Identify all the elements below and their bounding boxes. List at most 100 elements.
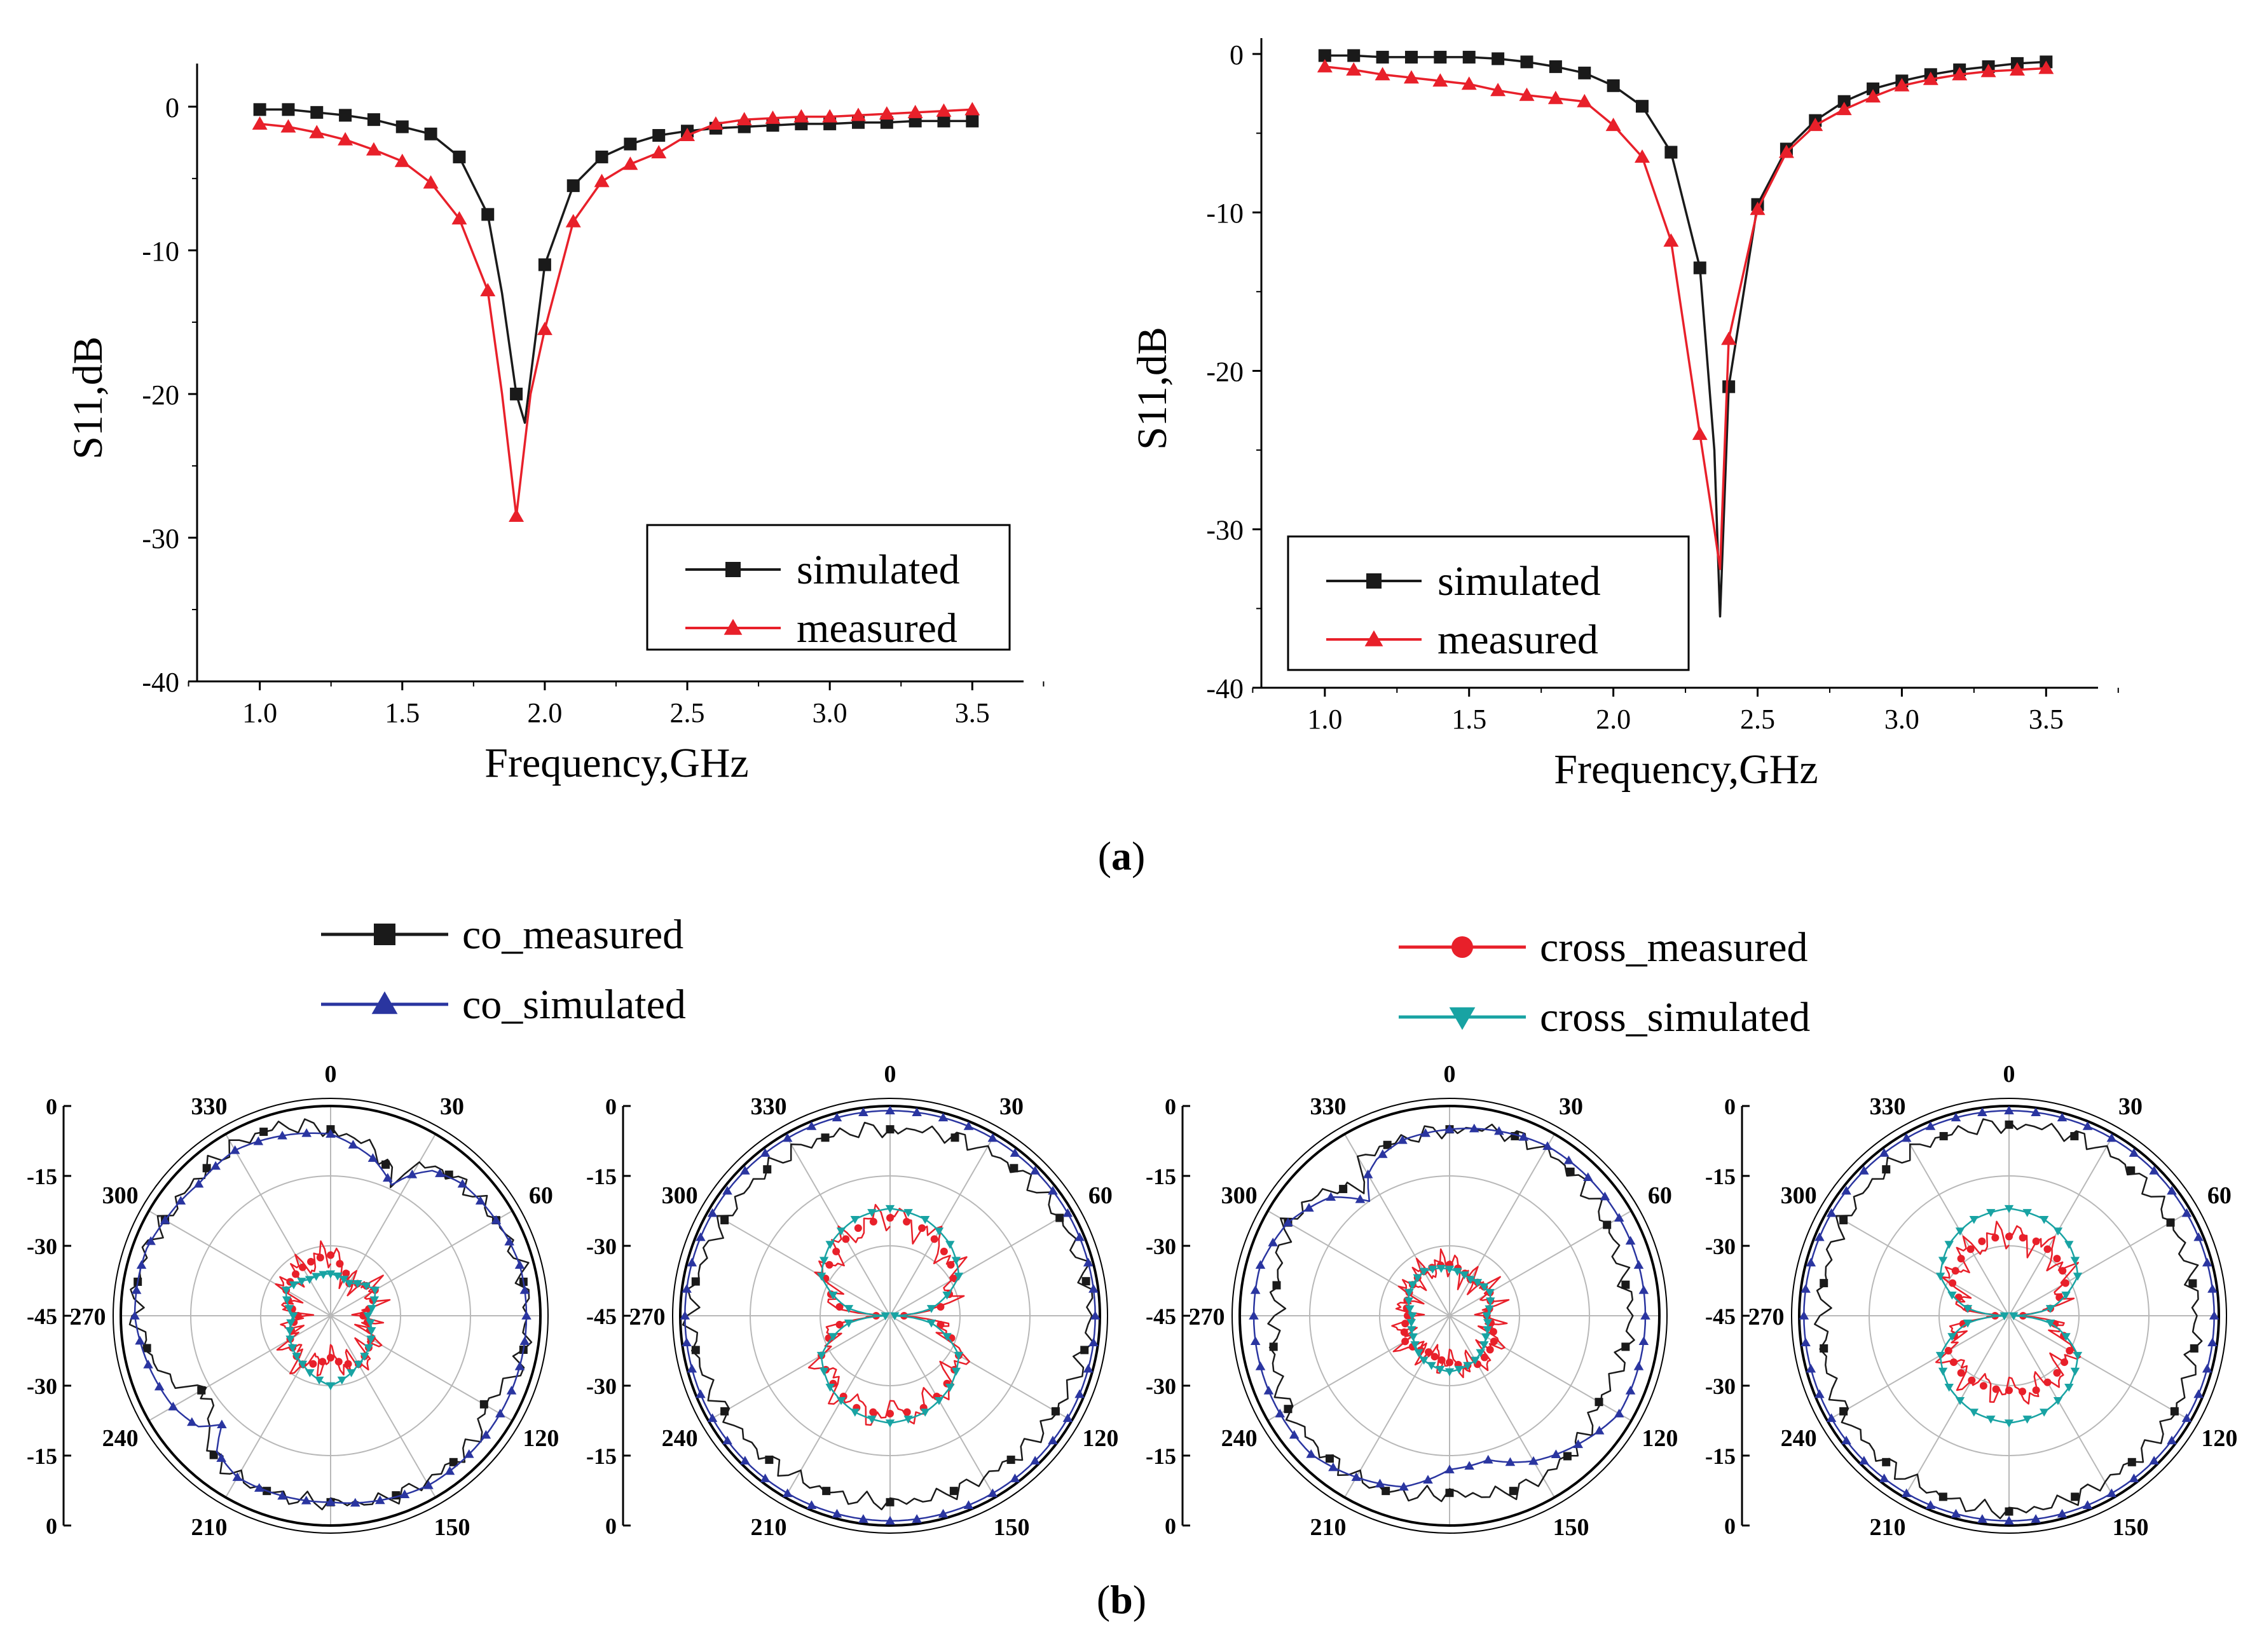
data-point-simulated — [339, 109, 352, 122]
data-point-simulated — [1578, 66, 1591, 79]
polar-angle-label: 270 — [70, 1304, 106, 1330]
polar-point-co_measured — [197, 1386, 206, 1395]
polar-point-co_measured — [1603, 1220, 1612, 1229]
polar-point-co_simulated — [1901, 1133, 1912, 1142]
polar-point-co_simulated — [1633, 1260, 1644, 1269]
polar-angle-label: 0 — [884, 1061, 896, 1088]
data-point-measured — [1778, 144, 1794, 158]
polar-point-co_measured — [1882, 1165, 1891, 1174]
polar-point-co_measured — [1621, 1280, 1630, 1289]
polar-point-co_simulated — [1397, 1135, 1408, 1144]
polar-point-cross_simulated — [1485, 1288, 1495, 1297]
data-point-measured — [394, 153, 410, 167]
polar-point-cross_simulated — [1986, 1209, 1996, 1217]
polar-point-cross_simulated — [298, 1360, 308, 1369]
polar-point-cross_simulated — [1482, 1312, 1492, 1321]
polar-point-co_simulated — [1048, 1435, 1058, 1445]
polar-legend-marker-cross_simulated — [1449, 1007, 1476, 1030]
polar-point-co_simulated — [187, 1417, 197, 1426]
x-tick-label: 1.0 — [1307, 704, 1342, 735]
polar-point-co_simulated — [1268, 1238, 1279, 1246]
data-point-measured — [280, 119, 296, 133]
polar-point-cross_simulated — [816, 1351, 827, 1360]
polar-point-cross_measured — [918, 1224, 926, 1232]
polar-point-cross_simulated — [1483, 1319, 1493, 1327]
polar-point-cross_simulated — [1454, 1365, 1464, 1374]
data-point-measured — [1923, 71, 1938, 85]
polar-point-co_simulated — [2004, 1105, 2014, 1115]
polar-point-co_simulated — [1444, 1464, 1455, 1473]
polar-grid-spoke — [1827, 1315, 2010, 1421]
polar-point-cross_simulated — [285, 1335, 295, 1344]
polar-point-co_simulated — [375, 1495, 385, 1505]
polar-radial-label: -30 — [586, 1374, 617, 1399]
polar-point-cross_simulated — [1414, 1349, 1423, 1358]
polar-point-co_measured — [1272, 1281, 1281, 1290]
polar-grid-spoke — [708, 1315, 891, 1421]
polar-angle-label: 240 — [102, 1425, 139, 1452]
polar-point-cross_simulated — [2070, 1367, 2080, 1376]
polar-point-co_simulated — [1420, 1128, 1430, 1137]
polar-radial-label: -30 — [1146, 1374, 1176, 1399]
polar-point-cross_simulated — [367, 1327, 376, 1335]
polar-trace-cross_measured — [807, 1204, 970, 1426]
polar-angle-label: 30 — [999, 1093, 1024, 1120]
polar-point-cross_simulated — [934, 1227, 944, 1236]
series-line-simulated — [1324, 54, 2047, 618]
data-point-measured — [594, 174, 610, 188]
polar-point-cross_simulated — [1436, 1264, 1446, 1273]
polar-angle-label: 60 — [1088, 1182, 1113, 1209]
polar-point-co_simulated — [722, 1435, 732, 1445]
polar-point-co_simulated — [1814, 1232, 1825, 1241]
polar-trace-cross_measured — [1391, 1248, 1510, 1379]
polar-grid-spoke — [1449, 1133, 1555, 1316]
polar-point-cross_simulated — [1963, 1305, 1973, 1313]
polar-point-cross_simulated — [816, 1273, 827, 1281]
polar-point-cross_simulated — [1483, 1326, 1492, 1334]
data-point-simulated — [1462, 50, 1476, 64]
polar-radial-label: -15 — [1705, 1164, 1736, 1189]
data-point-measured — [1346, 62, 1362, 76]
polar-point-cross_simulated — [367, 1305, 377, 1313]
polar-trace-cross_measured — [275, 1240, 391, 1377]
polar-point-cross_measured — [835, 1302, 844, 1311]
polar-grid-spoke — [1903, 1315, 2010, 1498]
polar-point-co_measured — [449, 1457, 458, 1466]
polar-radial-label: -30 — [586, 1234, 617, 1259]
polar-point-cross_simulated — [1476, 1349, 1485, 1358]
data-point-measured — [765, 110, 781, 124]
polar-radial-label: -30 — [1146, 1234, 1176, 1259]
polar-point-co_simulated — [1255, 1260, 1266, 1269]
polar-point-co_simulated — [1326, 1192, 1336, 1201]
polar-angle-label: 60 — [529, 1182, 553, 1209]
polar-point-cross_measured — [2019, 1388, 2027, 1396]
data-point-simulated — [652, 129, 666, 142]
polar-grid-spoke — [2008, 1210, 2192, 1316]
polar-point-co_measured — [1882, 1457, 1891, 1466]
polar-angle-label: 150 — [994, 1514, 1030, 1541]
polar-point-co_simulated — [210, 1161, 221, 1170]
polar-point-co_measured — [1839, 1216, 1848, 1225]
polar-point-co_simulated — [1263, 1386, 1274, 1395]
polar-point-co_simulated — [1048, 1185, 1058, 1195]
polar-point-co_simulated — [1483, 1454, 1493, 1464]
polar-point-cross_simulated — [361, 1282, 371, 1291]
polar-point-cross_simulated — [1938, 1367, 1948, 1376]
polar-point-cross_measured — [886, 1214, 894, 1222]
polar-point-cross_simulated — [934, 1396, 944, 1405]
polar-point-cross_measured — [1949, 1358, 1958, 1367]
legend-marker-measured — [1364, 630, 1383, 646]
polar-point-co_simulated — [2149, 1456, 2159, 1465]
polar-point-cross_simulated — [2061, 1333, 2071, 1341]
polar-radial-label: -30 — [27, 1374, 57, 1399]
data-point-simulated — [395, 120, 409, 133]
polar-point-co_simulated — [168, 1402, 179, 1410]
polar-point-cross_simulated — [850, 1215, 860, 1224]
polar-point-co_simulated — [160, 1215, 170, 1224]
polar-point-co_simulated — [1250, 1336, 1261, 1346]
polar-point-co_simulated — [987, 1133, 998, 1142]
series-line-simulated — [259, 108, 973, 424]
polar-angle-label: 120 — [1642, 1425, 1678, 1452]
polar-point-co_measured — [1284, 1405, 1293, 1414]
polar-point-co_simulated — [350, 1498, 360, 1507]
